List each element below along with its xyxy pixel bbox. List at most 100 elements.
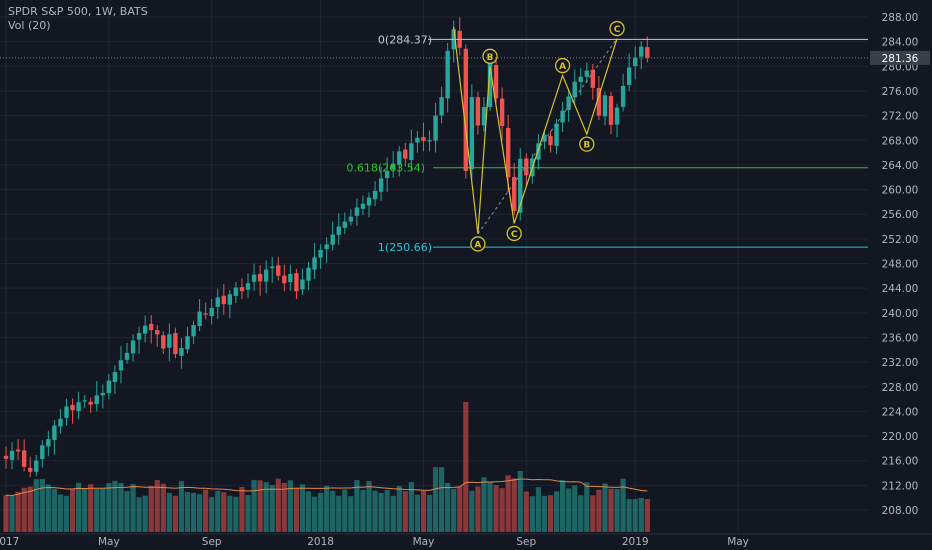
candle-body [560, 110, 565, 123]
candle-body [499, 98, 505, 127]
time-tick-label: May [413, 536, 435, 548]
volume-bar [432, 467, 439, 532]
wave-label-circle [506, 225, 522, 242]
elliott-wave-pattern[interactable]: A B C A B C [453, 20, 625, 252]
volume-bar [227, 495, 233, 532]
candle-body [542, 134, 547, 142]
candle-body [118, 360, 124, 371]
candle-body [209, 307, 214, 317]
volume-bar [348, 496, 354, 532]
candle-body [602, 95, 608, 117]
candle-body [614, 107, 620, 125]
time-axis[interactable]: 2017 May Sep 2018 May Sep 2019 May [0, 533, 932, 550]
price-tick-label: 212.00 [882, 480, 919, 492]
candle-body [28, 467, 33, 472]
candle-body [596, 88, 602, 116]
price-tick-label: 220.00 [882, 431, 919, 443]
price-tick-label: 276.00 [882, 86, 919, 98]
volume-bar [9, 495, 15, 532]
candle-body [445, 50, 450, 99]
volume-bar [251, 479, 257, 532]
candle-body [3, 455, 9, 459]
volume-bar [402, 491, 408, 532]
candle-body [645, 47, 650, 58]
volume-bar [21, 487, 27, 532]
fibonacci-retracement[interactable]: 0(284.37) 0.618(263.54) 1(250.66) [346, 33, 868, 254]
last-price-tag [870, 50, 930, 65]
wave-label-circle [579, 136, 595, 152]
candle-body [626, 67, 632, 85]
volume-bar [112, 480, 118, 532]
price-tick-label: 244.00 [882, 283, 919, 295]
fib-level-label: 0.618(263.54) [346, 162, 425, 175]
volume-bar [366, 480, 372, 532]
volume-bar [281, 482, 287, 532]
candle-body [288, 273, 293, 283]
volume-bar [378, 492, 384, 532]
volume-bar [221, 492, 227, 532]
candle-body [94, 395, 99, 405]
candle-body [512, 176, 517, 212]
volume-bar [445, 482, 451, 532]
candle-body [348, 216, 354, 222]
volume-bar [336, 495, 342, 532]
candle-body [324, 244, 329, 250]
volume-bar [324, 485, 330, 532]
volume-bar [354, 480, 360, 532]
candle-body [185, 336, 190, 350]
chart-grid [0, 0, 868, 532]
candle-body [360, 203, 366, 209]
candle-body [251, 274, 257, 282]
candle-body [584, 70, 589, 77]
candle-body [82, 400, 87, 402]
candle-body [276, 265, 281, 276]
volume-bar [76, 482, 82, 532]
candle-body [403, 149, 408, 159]
candle-body [336, 226, 341, 235]
candle-body [306, 267, 311, 281]
volume-bar [15, 491, 21, 532]
candle-body [233, 287, 239, 296]
candle-body [161, 335, 166, 349]
volume-bar [390, 495, 396, 532]
candle-body [639, 46, 644, 57]
volume-bar [420, 490, 427, 532]
volume-bar [154, 480, 160, 532]
volume-bar [45, 484, 51, 532]
candle-body [130, 340, 136, 354]
candle-body [88, 401, 93, 405]
volume-bar [51, 488, 57, 532]
candle-body [76, 402, 81, 412]
candle-body [294, 273, 299, 292]
candle-body [179, 347, 184, 356]
volume-bar [608, 488, 614, 532]
volume-bar [457, 486, 463, 532]
volume-bar [160, 483, 166, 532]
candle-body [469, 97, 475, 170]
candle-body [197, 311, 202, 326]
volume-bar [148, 486, 154, 532]
volume-bar [57, 494, 64, 532]
volume-indicator-label[interactable]: Vol (20) [8, 19, 51, 32]
candle-body [354, 207, 360, 216]
time-tick-label: Sep [202, 536, 222, 548]
candle-body [524, 158, 529, 176]
volume-bar [287, 480, 293, 532]
volume-bar [414, 494, 420, 532]
candle-body [112, 371, 118, 382]
volume-bar [33, 479, 39, 532]
last-price-label: 281.36 [882, 53, 919, 65]
candle-body [318, 249, 323, 258]
volume-bar [553, 491, 560, 532]
price-tick-label: 248.00 [882, 259, 919, 271]
volume-bar [106, 483, 112, 532]
price-tick-label: 268.00 [882, 135, 919, 147]
volume-bar [239, 486, 245, 532]
volume-bar [342, 489, 348, 532]
volume-bar [197, 494, 203, 532]
candle-body [372, 190, 378, 200]
price-tick-label: 260.00 [882, 185, 919, 197]
wave-label: C [511, 230, 518, 240]
